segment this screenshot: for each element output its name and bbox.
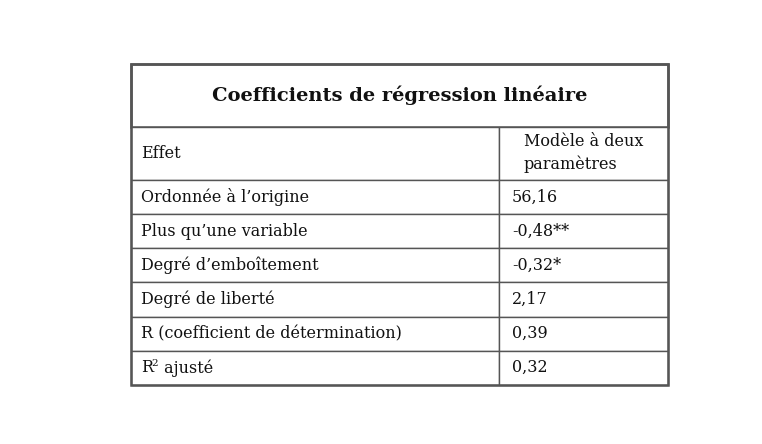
Text: ajusté: ajusté — [159, 359, 213, 377]
Bar — [131, 214, 499, 248]
Text: 0,32: 0,32 — [512, 359, 547, 377]
Bar — [131, 63, 668, 127]
Text: Coefficients de régression linéaire: Coefficients de régression linéaire — [212, 85, 587, 105]
Bar — [499, 248, 668, 282]
Bar — [499, 317, 668, 351]
Bar — [131, 127, 499, 180]
Text: Plus qu’une variable: Plus qu’une variable — [141, 222, 308, 240]
Text: 2: 2 — [152, 359, 158, 368]
Text: Ordonnée à l’origine: Ordonnée à l’origine — [141, 188, 309, 206]
Text: R (coefficient de détermination): R (coefficient de détermination) — [141, 325, 402, 342]
Text: 0,39: 0,39 — [512, 325, 548, 342]
Bar — [499, 180, 668, 214]
Text: R: R — [141, 359, 153, 377]
Bar — [499, 214, 668, 248]
Bar — [499, 282, 668, 317]
Bar — [499, 127, 668, 180]
Bar — [499, 351, 668, 385]
Text: Degré d’emboîtement: Degré d’emboîtement — [141, 257, 319, 274]
Text: 56,16: 56,16 — [512, 188, 558, 206]
Bar — [131, 351, 499, 385]
Text: -0,48**: -0,48** — [512, 222, 569, 240]
Bar — [131, 180, 499, 214]
Text: Modèle à deux
paramètres: Modèle à deux paramètres — [523, 133, 643, 173]
Text: Effet: Effet — [141, 145, 181, 162]
Bar — [131, 248, 499, 282]
Text: -0,32*: -0,32* — [512, 257, 561, 274]
Bar — [131, 282, 499, 317]
Bar — [131, 317, 499, 351]
Text: 2,17: 2,17 — [512, 291, 548, 308]
Text: Degré de liberté: Degré de liberté — [141, 291, 275, 308]
